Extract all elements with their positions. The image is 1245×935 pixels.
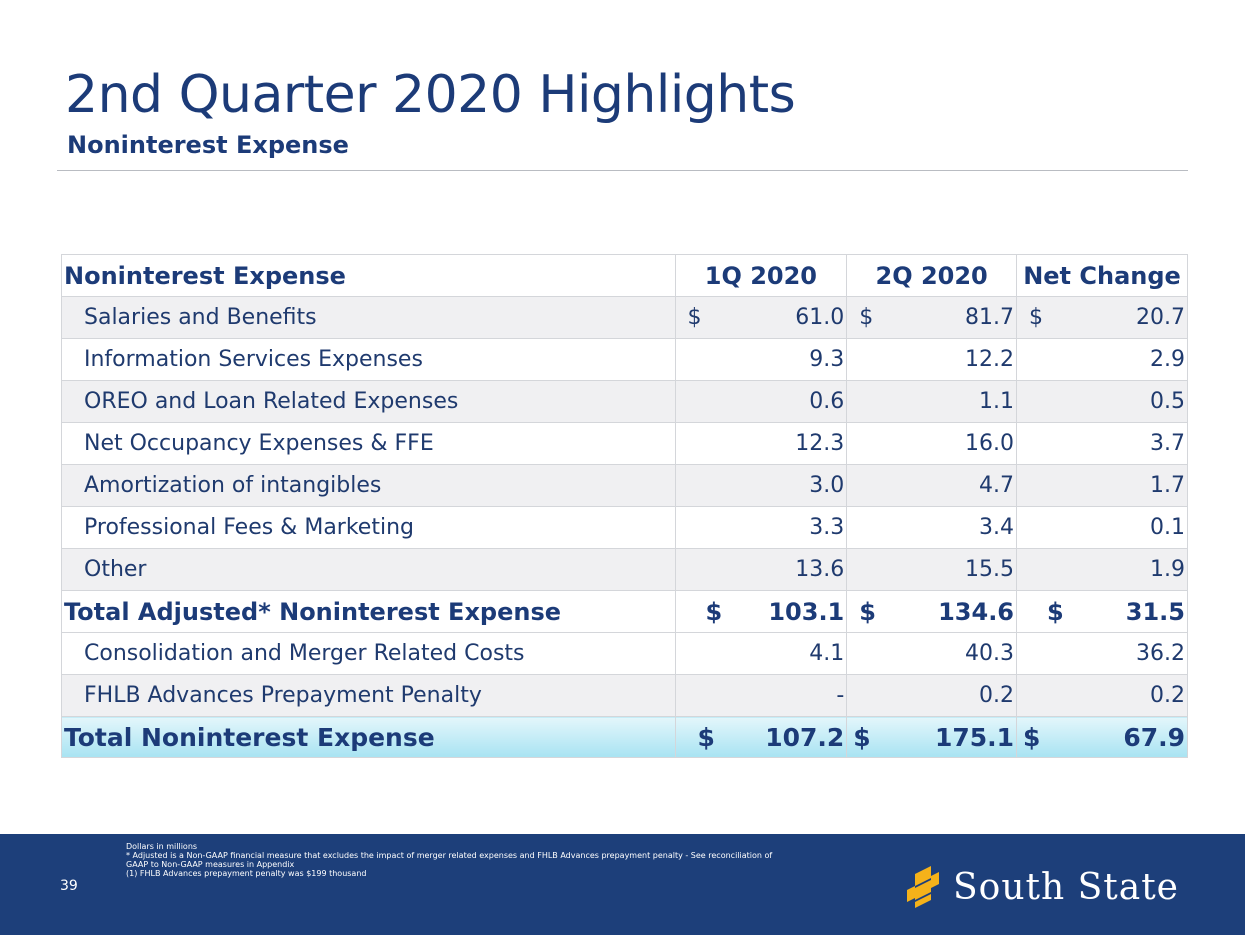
row-label: Total Noninterest Expense [61, 716, 676, 758]
cell-1q2020: $103.1 [674, 590, 848, 633]
cell-net-change: 0.2 [1016, 674, 1188, 717]
row-label: Total Adjusted* Noninterest Expense [61, 590, 676, 633]
footer-bar: 39 Dollars in millions * Adjusted is a N… [0, 834, 1245, 935]
subtotal-row: Total Adjusted* Noninterest Expense $103… [61, 590, 1188, 633]
row-label: Other [61, 548, 676, 591]
cell-net-change: 0.5 [1016, 380, 1188, 423]
dollar-sign: $ [697, 722, 715, 752]
cell-1q2020: 0.6 [674, 380, 848, 423]
cell-net-change: $31.5 [1016, 590, 1188, 633]
cell-net-change: $20.7 [1016, 296, 1188, 339]
footnote-line: * Adjusted is a Non-GAAP financial measu… [126, 851, 773, 860]
cell-2q2020: 12.2 [846, 338, 1018, 381]
south-state-logo: South State [903, 864, 1179, 910]
cell-2q2020: $134.6 [846, 590, 1018, 633]
column-header-2q2020: 2Q 2020 [846, 254, 1018, 297]
cell-value: 67.9 [1123, 722, 1185, 752]
footnote-line: (1) FHLB Advances prepayment penalty was… [126, 869, 367, 878]
cell-2q2020: $175.1 [846, 716, 1018, 758]
cell-1q2020: 4.1 [674, 632, 848, 675]
cell-net-change: 1.9 [1016, 548, 1188, 591]
cell-1q2020: $107.2 [674, 716, 848, 758]
table-row: OREO and Loan Related Expenses 0.6 1.1 0… [61, 380, 1188, 423]
cell-value: 81.7 [965, 305, 1015, 330]
cell-value: 31.5 [1125, 597, 1185, 626]
cell-2q2020: $81.7 [846, 296, 1018, 339]
table-header-row: Noninterest Expense 1Q 2020 2Q 2020 Net … [61, 254, 1188, 297]
page-subtitle: Noninterest Expense [67, 131, 349, 159]
cell-2q2020: 40.3 [846, 632, 1018, 675]
table-row: Net Occupancy Expenses & FFE 12.3 16.0 3… [61, 422, 1188, 465]
cell-net-change: 36.2 [1016, 632, 1188, 675]
footnotes: Dollars in millions * Adjusted is a Non-… [126, 842, 886, 878]
column-header-label: Noninterest Expense [61, 254, 676, 297]
row-label: Net Occupancy Expenses & FFE [61, 422, 676, 465]
cell-value: 103.1 [768, 597, 845, 626]
cell-2q2020: 0.2 [846, 674, 1018, 717]
noninterest-expense-table: Noninterest Expense 1Q 2020 2Q 2020 Net … [61, 254, 1188, 758]
dollar-sign: $ [1023, 722, 1041, 752]
column-header-1q2020: 1Q 2020 [674, 254, 848, 297]
row-label: Salaries and Benefits [61, 296, 676, 339]
row-label: Information Services Expenses [61, 338, 676, 381]
cell-value: 61.0 [795, 305, 845, 330]
row-label: OREO and Loan Related Expenses [61, 380, 676, 423]
cell-2q2020: 1.1 [846, 380, 1018, 423]
page-title: 2nd Quarter 2020 Highlights [65, 65, 796, 125]
dollar-sign: $ [1047, 597, 1064, 626]
cell-net-change: 2.9 [1016, 338, 1188, 381]
dollar-sign: $ [705, 597, 723, 626]
table-row: Salaries and Benefits $61.0 $81.7 $20.7 [61, 296, 1188, 339]
row-label: Amortization of intangibles [61, 464, 676, 507]
table-row: Consolidation and Merger Related Costs 4… [61, 632, 1188, 675]
column-header-net-change: Net Change [1016, 254, 1188, 297]
cell-net-change: $67.9 [1016, 716, 1188, 758]
dollar-sign: $ [859, 597, 876, 626]
cell-1q2020: 13.6 [674, 548, 848, 591]
table-row: Other 13.6 15.5 1.9 [61, 548, 1188, 591]
dollar-sign: $ [859, 305, 874, 330]
cell-value: 134.6 [938, 597, 1015, 626]
page-number: 39 [60, 878, 78, 894]
cell-1q2020: $61.0 [674, 296, 848, 339]
cell-value: 175.1 [934, 722, 1015, 752]
cell-1q2020: 12.3 [674, 422, 848, 465]
dollar-sign: $ [1029, 305, 1044, 330]
cell-net-change: 0.1 [1016, 506, 1188, 549]
total-row: Total Noninterest Expense $107.2 $175.1 … [61, 716, 1188, 758]
dollar-sign: $ [687, 305, 702, 330]
cell-2q2020: 16.0 [846, 422, 1018, 465]
cell-1q2020: 3.0 [674, 464, 848, 507]
row-label: FHLB Advances Prepayment Penalty [61, 674, 676, 717]
footnote-line: GAAP to Non-GAAP measures in Appendix [126, 860, 295, 869]
cell-2q2020: 4.7 [846, 464, 1018, 507]
table-row: Professional Fees & Marketing 3.3 3.4 0.… [61, 506, 1188, 549]
cell-1q2020: - [674, 674, 848, 717]
cell-1q2020: 9.3 [674, 338, 848, 381]
cell-1q2020: 3.3 [674, 506, 848, 549]
cell-value: 107.2 [765, 722, 845, 752]
row-label: Professional Fees & Marketing [61, 506, 676, 549]
footnote-line: Dollars in millions [126, 842, 198, 851]
cell-value: 20.7 [1136, 305, 1185, 330]
cell-2q2020: 15.5 [846, 548, 1018, 591]
title-divider [57, 170, 1188, 171]
cell-2q2020: 3.4 [846, 506, 1018, 549]
table-row: Amortization of intangibles 3.0 4.7 1.7 [61, 464, 1188, 507]
logo-s-mark-icon [907, 866, 939, 908]
table-row: FHLB Advances Prepayment Penalty - 0.2 0… [61, 674, 1188, 717]
logo-text: South State [953, 866, 1179, 908]
row-label: Consolidation and Merger Related Costs [61, 632, 676, 675]
dollar-sign: $ [853, 722, 871, 752]
table-row: Information Services Expenses 9.3 12.2 2… [61, 338, 1188, 381]
cell-net-change: 3.7 [1016, 422, 1188, 465]
cell-net-change: 1.7 [1016, 464, 1188, 507]
